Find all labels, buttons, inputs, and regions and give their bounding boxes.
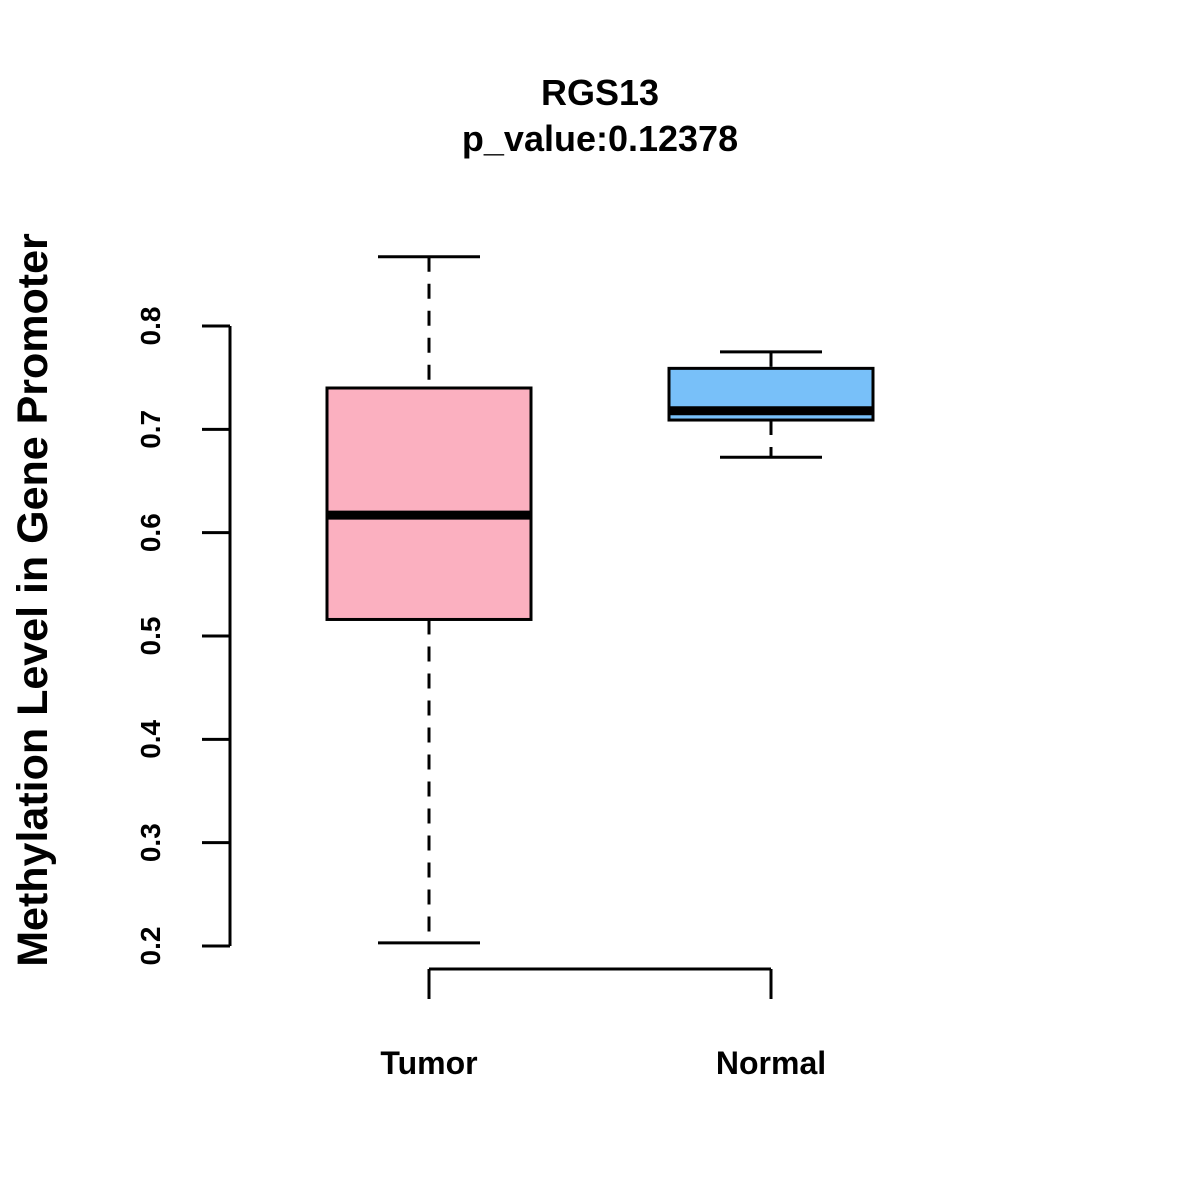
y-tick-label: 0.2 xyxy=(135,927,166,966)
y-tick-label: 0.6 xyxy=(135,513,166,552)
x-axis: Tumor Normal xyxy=(380,967,826,1081)
y-axis: 0.2 0.3 0.4 0.5 0.6 0.7 0.8 xyxy=(135,307,232,966)
boxes xyxy=(325,255,875,945)
chart-title: RGS13 xyxy=(541,72,659,113)
box-tumor xyxy=(325,255,533,945)
y-tick-label: 0.5 xyxy=(135,617,166,656)
y-tick-label: 0.4 xyxy=(135,719,166,758)
x-tick-label: Tumor xyxy=(380,1045,477,1081)
y-tick-label: 0.7 xyxy=(135,410,166,449)
x-tick-label: Normal xyxy=(716,1045,826,1081)
chart-subtitle: p_value:0.12378 xyxy=(462,118,738,159)
y-tick-label: 0.3 xyxy=(135,823,166,862)
y-axis-title: Methylation Level in Gene Promoter xyxy=(9,233,57,967)
box-normal xyxy=(667,350,875,459)
y-tick-label: 0.8 xyxy=(135,307,166,346)
iqr-box xyxy=(325,386,533,621)
